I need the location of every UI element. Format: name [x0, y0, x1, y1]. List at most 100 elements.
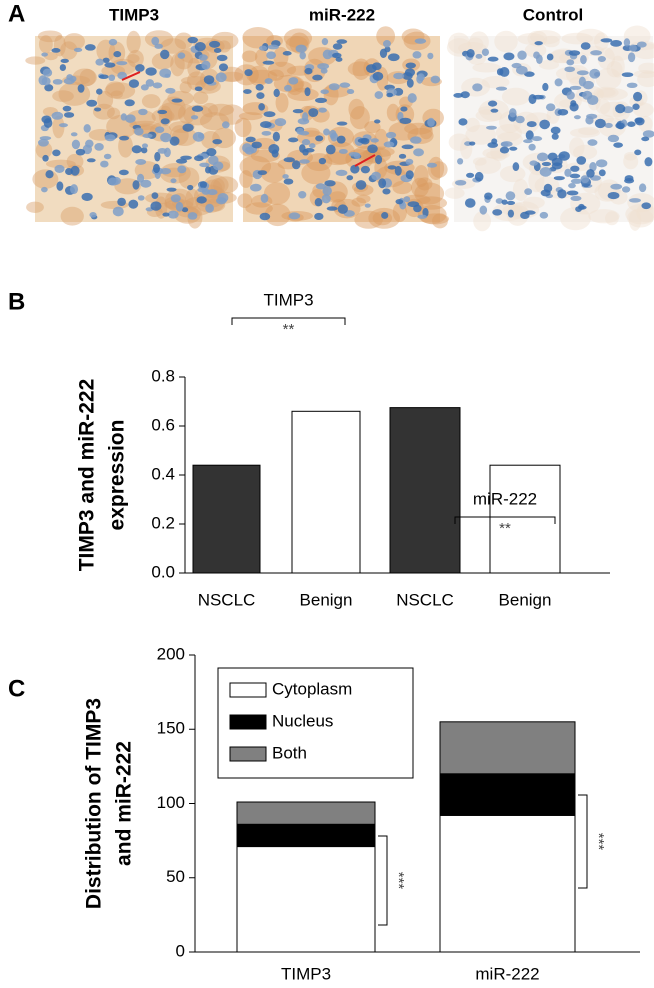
y-tick-label: 100 [157, 793, 185, 812]
nucleus [203, 75, 215, 85]
nucleus [570, 195, 582, 201]
stain [329, 191, 346, 202]
nucleus [427, 117, 435, 127]
nucleus [288, 77, 299, 85]
nucleus [62, 105, 72, 112]
nucleus [100, 160, 109, 168]
nucleus [407, 93, 417, 103]
bracket [378, 835, 388, 926]
nucleus [632, 103, 640, 110]
stain [404, 122, 433, 135]
stain [264, 203, 291, 227]
nucleus [322, 49, 333, 60]
histology-image [234, 26, 450, 229]
stain [106, 107, 121, 120]
nucleus [381, 212, 389, 219]
bar-segment [236, 801, 376, 825]
nucleus [41, 186, 48, 193]
nucleus [215, 72, 227, 83]
nucleus [77, 84, 85, 93]
stain [234, 117, 252, 138]
nucleus [199, 162, 210, 168]
nucleus [196, 196, 207, 204]
stain [45, 159, 76, 169]
nucleus [569, 173, 581, 179]
nucleus [509, 146, 518, 151]
nucleus [298, 191, 307, 199]
y-tick-label: 0.4 [151, 464, 175, 483]
bracket [231, 317, 346, 325]
nucleus [298, 130, 310, 136]
nucleus [167, 210, 179, 219]
nucleus [615, 122, 625, 129]
stain [219, 71, 245, 83]
nucleus [495, 198, 504, 204]
nucleus [190, 115, 199, 120]
nucleus [547, 152, 558, 161]
nucleus [558, 151, 570, 161]
nucleus [96, 88, 103, 95]
nucleus [453, 93, 464, 98]
nucleus [264, 78, 273, 84]
stain [219, 104, 245, 125]
nucleus [526, 121, 537, 128]
stain [593, 86, 619, 99]
nucleus [315, 183, 326, 190]
y-axis-label: TIMP3 and miR-222 [76, 379, 99, 572]
stain [572, 144, 598, 160]
x-tick-label: NSCLC [396, 590, 454, 609]
stain [494, 30, 518, 53]
stain [637, 71, 654, 88]
nucleus [507, 209, 515, 218]
nucleus [95, 58, 104, 66]
stain [32, 169, 59, 189]
nucleus [128, 79, 140, 88]
nucleus [517, 50, 527, 60]
nucleus [337, 204, 348, 214]
nucleus [271, 149, 279, 158]
histology-image [444, 25, 654, 232]
nucleus [207, 189, 218, 196]
nucleus [490, 108, 499, 113]
nucleus [576, 156, 587, 165]
stain [241, 50, 258, 63]
nucleus [600, 38, 613, 43]
nucleus [384, 46, 391, 53]
nucleus [320, 89, 329, 95]
nucleus [427, 52, 434, 60]
nucleus [170, 178, 177, 184]
nucleus [288, 212, 301, 220]
stain [185, 188, 200, 210]
stain [448, 32, 470, 54]
nucleus [523, 71, 535, 77]
nucleus [104, 62, 116, 68]
nucleus [627, 52, 636, 63]
nucleus [587, 139, 598, 146]
nucleus [339, 82, 351, 88]
nucleus [255, 83, 264, 91]
nucleus [154, 151, 161, 162]
nucleus [401, 144, 414, 150]
legend-label: Both [272, 743, 307, 762]
stain [60, 41, 78, 60]
nucleus [117, 71, 127, 80]
nucleus [539, 167, 552, 177]
nucleus [41, 76, 51, 86]
nucleus [621, 72, 634, 78]
stain [530, 30, 561, 45]
stain [199, 112, 230, 131]
stain [237, 193, 253, 208]
stain [352, 58, 370, 80]
nucleus [70, 184, 79, 195]
stain [195, 190, 225, 213]
nucleus [194, 41, 206, 52]
stain [60, 206, 84, 226]
stain [432, 213, 448, 229]
nucleus [335, 169, 348, 176]
stain [118, 134, 133, 158]
nucleus [417, 73, 425, 82]
stain [386, 103, 400, 122]
nucleus [59, 64, 67, 71]
stain [104, 82, 136, 100]
nucleus [622, 106, 634, 114]
